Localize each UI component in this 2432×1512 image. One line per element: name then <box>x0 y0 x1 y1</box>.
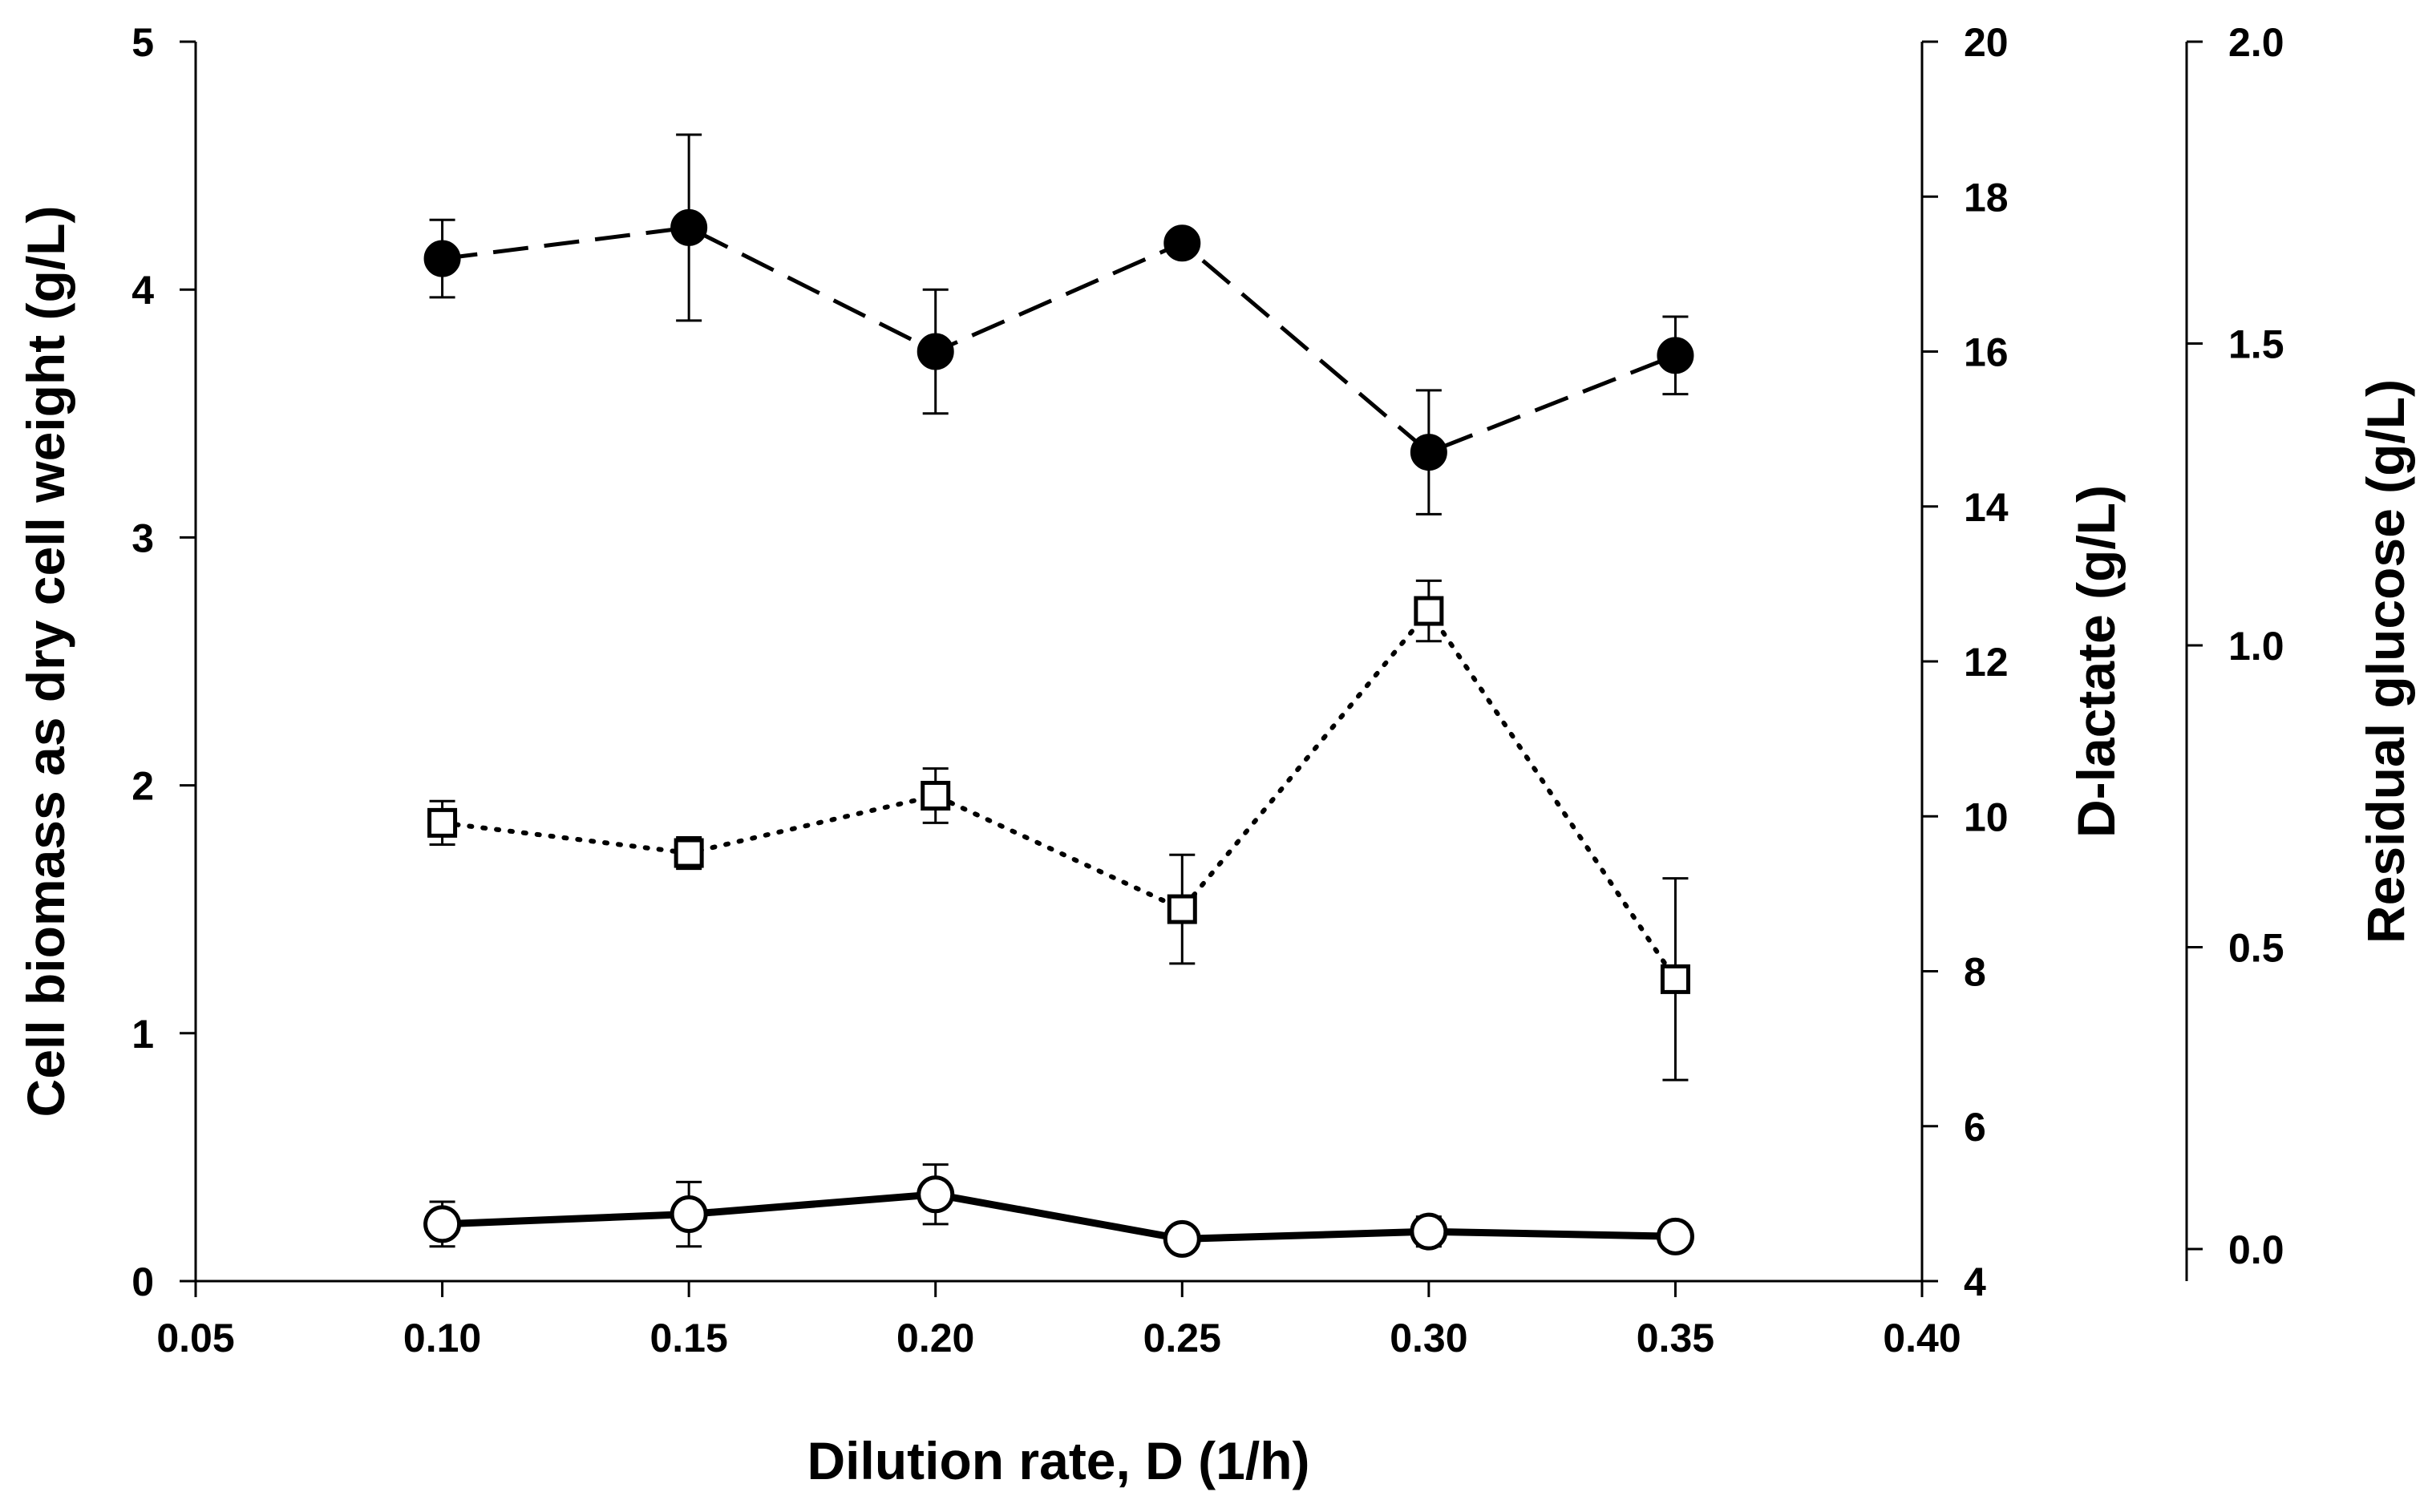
right2-tick-label: 2.0 <box>2228 20 2284 65</box>
data-point <box>427 807 458 838</box>
right2-tick-label: 0.5 <box>2228 926 2284 971</box>
left-tick-label: 0 <box>132 1259 154 1304</box>
data-point <box>1414 596 1444 626</box>
x-tick-label: 0.15 <box>649 1316 727 1360</box>
left-tick-label: 4 <box>132 268 154 313</box>
right2-tick-label: 1.5 <box>2228 322 2284 367</box>
x-axis-title: Dilution rate, D (1/h) <box>807 1431 1310 1490</box>
right2-axis-title: Residual glucose (g/L) <box>2356 379 2415 944</box>
left-axis-title: Cell biomass as dry cell weight (g/L) <box>16 206 75 1118</box>
data-point <box>670 1195 708 1234</box>
left-tick-label: 3 <box>132 515 154 560</box>
series-cell-biomass <box>423 1163 1694 1258</box>
data-point <box>1163 224 1201 262</box>
x-tick-label: 0.20 <box>896 1316 974 1360</box>
right1-axis-title: D-lactate (g/L) <box>2066 485 2126 838</box>
data-point <box>1657 337 1694 374</box>
data-point <box>674 838 704 868</box>
x-tick-label: 0.35 <box>1637 1316 1714 1360</box>
data-point <box>1163 1219 1201 1258</box>
data-point <box>423 240 461 277</box>
series-residual-glucose <box>427 579 1690 1081</box>
data-point <box>1410 434 1447 471</box>
data-point <box>1167 894 1197 924</box>
data-point <box>921 780 951 811</box>
right1-tick-label: 16 <box>1964 330 2009 375</box>
x-tick-label: 0.10 <box>403 1316 481 1360</box>
data-point <box>1660 964 1690 994</box>
right1-tick-label: 20 <box>1964 20 2009 65</box>
x-tick-label: 0.40 <box>1883 1316 1961 1360</box>
right1-tick-label: 10 <box>1964 794 2009 839</box>
series-d-lactate <box>423 133 1694 515</box>
left-tick-label: 1 <box>132 1012 154 1057</box>
data-point <box>423 1205 462 1243</box>
data-point <box>1410 1212 1448 1251</box>
data-point <box>1656 1217 1694 1255</box>
x-tick-label: 0.30 <box>1390 1316 1467 1360</box>
right1-tick-label: 4 <box>1964 1259 1986 1304</box>
right2-tick-label: 1.0 <box>2228 624 2284 669</box>
ticks-layer: 0.05 0.10 0.15 0.20 0.25 0.30 0.35 0.4001234546… <box>132 20 2284 1360</box>
right1-tick-label: 12 <box>1964 640 2009 685</box>
right2-tick-label: 0.0 <box>2228 1227 2284 1272</box>
right1-tick-label: 6 <box>1964 1105 1986 1150</box>
right1-tick-label: 18 <box>1964 175 2009 220</box>
right1-tick-label: 8 <box>1964 950 1986 995</box>
series-line <box>439 607 1678 982</box>
series-line <box>442 225 1677 455</box>
series-layer <box>423 133 1694 1258</box>
data-point <box>917 1175 955 1214</box>
x-tick-label: 0.05 <box>156 1316 234 1360</box>
x-tick-label: 0.25 <box>1143 1316 1221 1360</box>
data-point <box>670 208 708 246</box>
data-point <box>917 333 954 370</box>
left-tick-label: 2 <box>132 764 154 809</box>
right1-tick-label: 14 <box>1964 485 2009 530</box>
series-line <box>442 1191 1676 1243</box>
left-tick-label: 5 <box>132 20 154 65</box>
